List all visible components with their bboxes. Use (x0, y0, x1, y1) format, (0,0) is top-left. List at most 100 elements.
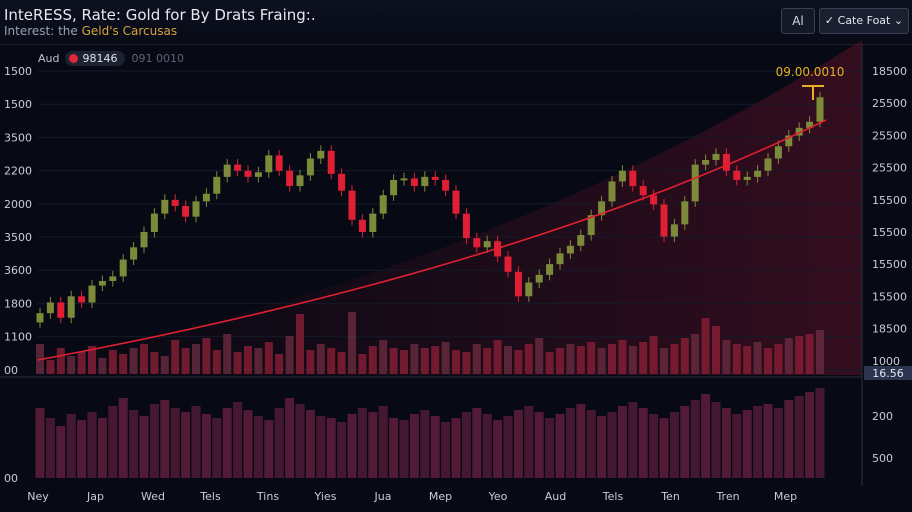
candle-body (733, 170, 741, 180)
lower-panel-bar (129, 410, 139, 478)
volume-bar (348, 312, 356, 374)
candle-body (140, 232, 148, 248)
volume-bar (244, 346, 252, 374)
lower-panel-bar (805, 392, 815, 478)
volume-bar (472, 344, 481, 374)
volume-bar (358, 354, 367, 374)
candle-body (410, 178, 418, 187)
lower-panel-bar (399, 420, 409, 478)
lower-panel-bar (565, 408, 575, 478)
candle-body (46, 302, 54, 314)
volume-bar (379, 340, 388, 374)
chart-title: InteRESS, Rate: Gold for By Drats Fraing… (4, 6, 316, 24)
right-axis-tick: 18500 (872, 323, 907, 336)
candle-body (462, 213, 470, 239)
volume-bar (88, 346, 96, 374)
candle-body (722, 153, 730, 171)
volume-bar (514, 350, 523, 374)
lower-panel-bar (742, 410, 752, 478)
volume-bar (618, 340, 627, 374)
lower-panel-bar (149, 404, 159, 478)
series-legend: Aud 98146 091 0010 (38, 49, 184, 67)
left-axis-tick: 2200 (4, 165, 32, 178)
lower-panel-bar (35, 408, 45, 478)
candle-body (327, 150, 335, 174)
ai-button[interactable]: Al (781, 8, 815, 34)
time-axis-tick: Mep (774, 490, 797, 503)
lower-panel-bar (576, 404, 586, 478)
time-axis-tick: Tren (715, 490, 739, 503)
legend-label: Aud (38, 51, 60, 65)
volume-bar (223, 334, 232, 374)
series-pill[interactable]: 98146 (65, 50, 126, 66)
lower-panel-bar (253, 416, 263, 478)
volume-bar (566, 344, 575, 374)
lower-panel-bar (545, 418, 555, 478)
lower-panel-bar (170, 408, 180, 478)
lower-panel-bar (597, 416, 607, 478)
volume-bar (712, 326, 720, 374)
candle-body (754, 170, 762, 177)
candle-body (514, 271, 522, 297)
volume-bar (275, 354, 284, 374)
lower-panel-bar (451, 418, 461, 478)
candle-body (348, 190, 356, 220)
candle-body (109, 276, 117, 281)
candle-body (764, 158, 772, 171)
candle-body (369, 213, 377, 232)
candle-body (442, 179, 450, 191)
volume-bar (805, 334, 814, 374)
time-axis-tick: Yeo (488, 490, 508, 503)
lower-panel-bar (773, 408, 783, 478)
volume-bar (327, 348, 336, 374)
chart-header: InteRESS, Rate: Gold for By Drats Fraing… (0, 0, 912, 45)
candle-body (130, 247, 138, 260)
lower-panel-bar (66, 414, 76, 478)
left-axis-tick: 1100 (4, 331, 32, 344)
candle-body (317, 150, 325, 159)
volume-bar (493, 340, 502, 374)
trend-glow-area (38, 40, 862, 375)
left-price-axis: 1500 1500 3500 2200 2000 3500 3600 1800 1100 00 (4, 65, 32, 377)
candle-body (338, 173, 346, 191)
candle-body (660, 204, 668, 237)
candle-body (525, 282, 533, 297)
candle-body (400, 178, 408, 181)
volume-bar (504, 346, 512, 374)
volume-bar (452, 350, 460, 374)
candle-body (587, 215, 595, 236)
volume-bar (608, 344, 616, 374)
candle-body (743, 176, 751, 180)
right-axis-tick: 15500 (872, 258, 907, 271)
candle-body (88, 285, 96, 303)
right-axis-tick: 25500 (872, 162, 907, 175)
subtitle-accent: Geld's Carcusas (81, 24, 178, 38)
lower-panel-bar (721, 408, 731, 478)
left-axis-tick: 1500 (4, 65, 32, 78)
volume-bar (628, 346, 637, 374)
volume-bar (77, 352, 86, 374)
volume-bar (764, 348, 772, 374)
date-format-dropdown[interactable]: ✓ Cate Foat ⌄ (819, 8, 909, 34)
candle-body (296, 175, 304, 187)
volume-bar (587, 342, 596, 374)
lower-panel-bar (763, 404, 773, 478)
candle-body (306, 158, 314, 176)
candle-body (234, 164, 242, 171)
lower-panel-bar (524, 406, 534, 478)
time-axis-tick: Yies (314, 490, 337, 503)
lower-panel-bar (555, 414, 565, 478)
right-axis-tick: 15500 (872, 290, 907, 303)
candle-body (712, 153, 720, 161)
volume-bar (597, 348, 606, 374)
volume-bar (680, 338, 689, 374)
candle-body (192, 201, 200, 217)
volume-bar (816, 330, 824, 374)
lower-panel-bar (794, 396, 804, 478)
lower-panel-bar (316, 416, 326, 478)
right-axis-tick: 25500 (872, 97, 907, 110)
candle-body (577, 235, 585, 246)
candle-body (379, 195, 387, 214)
candle-body (98, 281, 106, 286)
